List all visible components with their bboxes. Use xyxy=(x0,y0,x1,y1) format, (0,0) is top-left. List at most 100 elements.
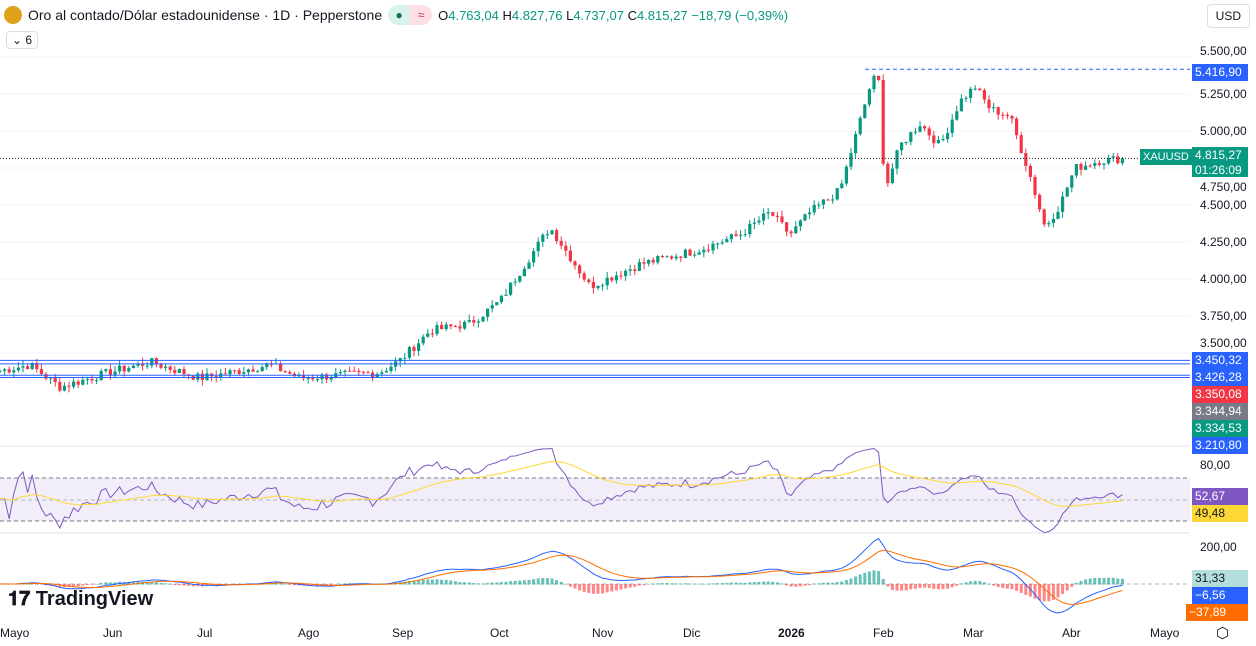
candle-body xyxy=(725,239,729,243)
macd-histogram-bar xyxy=(113,582,117,585)
candle-body xyxy=(720,242,724,244)
candle-body xyxy=(49,377,53,379)
macd-histogram-bar xyxy=(674,583,678,585)
symbol-title[interactable]: Oro al contado/Dólar estadounidense · 1D… xyxy=(28,7,383,23)
macd-histogram-bar xyxy=(283,583,287,585)
chart-canvas[interactable] xyxy=(0,0,1190,646)
macd-histogram-bar xyxy=(881,578,885,585)
macd-histogram-bar xyxy=(1028,584,1032,597)
macd-histogram-bar xyxy=(918,584,922,588)
month-label: Mayo xyxy=(1150,626,1180,640)
macd-histogram-bar xyxy=(159,582,163,585)
candle-body xyxy=(711,243,715,251)
candle-body xyxy=(384,370,388,373)
macd-histogram-bar xyxy=(752,582,756,585)
candle-body xyxy=(614,275,618,281)
settings-icon[interactable]: ⬡ xyxy=(1216,625,1230,642)
candle-body xyxy=(1097,163,1101,165)
candle-body xyxy=(959,98,963,112)
candle-body xyxy=(113,371,117,376)
candle-body xyxy=(302,374,306,379)
macd-histogram-bar xyxy=(863,572,867,585)
macd-histogram-bar xyxy=(725,582,729,585)
macd-histogram-bar xyxy=(417,580,421,585)
macd-histogram-bar xyxy=(90,584,94,585)
macd-histogram-bar xyxy=(564,583,568,585)
macd-histogram-bar xyxy=(1074,582,1078,585)
candle-body xyxy=(380,372,384,375)
macd-histogram-bar xyxy=(343,583,347,585)
macd-histogram-bar xyxy=(536,578,540,585)
macd-histogram-bar xyxy=(85,584,89,585)
candle-body xyxy=(279,363,283,372)
macd-histogram-bar xyxy=(39,584,43,585)
candle-body xyxy=(53,377,57,383)
candle-body xyxy=(127,368,131,372)
candle-body xyxy=(1019,135,1023,154)
candle-body xyxy=(472,320,476,323)
candle-body xyxy=(164,366,168,368)
candle-body xyxy=(246,369,250,373)
candle-body xyxy=(789,231,793,234)
candle-body xyxy=(647,259,651,264)
candle-body xyxy=(591,282,595,289)
tradingview-logo[interactable]: 𝟏𝟕 TradingView xyxy=(8,588,154,610)
candle-body xyxy=(840,183,844,189)
macd-histogram-bar xyxy=(127,582,131,585)
market-status[interactable]: ● ≈ xyxy=(388,5,433,25)
macd-histogram-bar xyxy=(499,581,503,585)
macd-histogram-bar xyxy=(522,580,526,585)
candle-body xyxy=(826,199,830,201)
macd-histogram-bar xyxy=(886,584,890,587)
candle-body xyxy=(44,374,48,379)
macd-histogram-bar xyxy=(729,582,733,585)
candle-body xyxy=(978,88,982,91)
macd-histogram-bar xyxy=(601,584,605,594)
macd-signal-line xyxy=(0,549,1123,605)
macd-histogram-bar xyxy=(697,583,701,585)
symbol-header: Oro al contado/Dólar estadounidense · 1D… xyxy=(0,0,788,30)
macd-histogram-bar xyxy=(154,582,158,585)
macd-histogram-bar xyxy=(647,583,651,585)
candle-body xyxy=(421,336,425,344)
macd-histogram-bar xyxy=(693,583,697,585)
macd-histogram-bar xyxy=(1088,578,1092,585)
candle-body xyxy=(941,139,945,141)
macd-histogram-bar xyxy=(1070,584,1074,587)
macd-histogram-bar xyxy=(835,582,839,585)
candle-body xyxy=(660,255,664,257)
candle-body xyxy=(7,369,11,373)
price-tick: 4.500,00 xyxy=(1200,198,1247,212)
candle-body xyxy=(315,379,319,381)
macd-histogram-bar xyxy=(334,584,338,585)
currency-select[interactable]: USD xyxy=(1206,4,1250,28)
candle-body xyxy=(200,373,204,381)
macd-histogram-bar xyxy=(467,582,471,585)
candle-body xyxy=(771,212,775,216)
macd-histogram-bar xyxy=(108,582,112,585)
candle-body xyxy=(389,366,393,371)
rsi-value: 52,67 xyxy=(1192,488,1248,505)
candle-body xyxy=(21,366,25,368)
candle-body xyxy=(458,326,462,329)
candle-body xyxy=(739,234,743,236)
macd-histogram-bar xyxy=(279,583,283,585)
macd-histogram-bar xyxy=(1065,584,1069,591)
candle-body xyxy=(794,226,798,234)
candle-body xyxy=(265,363,269,368)
candle-body xyxy=(62,385,66,391)
macd-histogram-bar xyxy=(435,579,439,585)
indicators-toggle[interactable]: ⌄ 6 xyxy=(6,31,39,49)
candle-body xyxy=(1061,196,1065,212)
candle-body xyxy=(81,379,85,385)
candle-body xyxy=(1120,158,1124,164)
symbol-tag: XAUUSD xyxy=(1140,149,1192,165)
macd-histogram-bar xyxy=(541,577,545,585)
macd-histogram-bar xyxy=(532,579,536,585)
candle-body xyxy=(996,107,1000,115)
macd-histogram-bar xyxy=(191,584,195,587)
candle-body xyxy=(775,215,779,217)
candle-body xyxy=(559,240,563,246)
candle-body xyxy=(890,168,894,184)
macd-histogram-bar xyxy=(670,583,674,585)
